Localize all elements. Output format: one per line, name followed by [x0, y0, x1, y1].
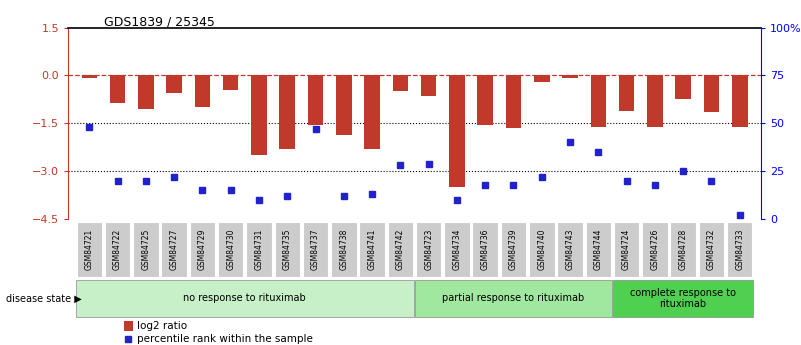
FancyBboxPatch shape: [76, 280, 414, 317]
Text: GSM84744: GSM84744: [594, 228, 603, 270]
FancyBboxPatch shape: [415, 280, 612, 317]
Text: GSM84733: GSM84733: [735, 228, 744, 270]
Text: GDS1839 / 25345: GDS1839 / 25345: [104, 16, 215, 29]
FancyBboxPatch shape: [727, 222, 752, 277]
Text: GSM84739: GSM84739: [509, 228, 518, 270]
Text: GSM84728: GSM84728: [678, 229, 688, 270]
Text: GSM84742: GSM84742: [396, 229, 405, 270]
Text: GSM84723: GSM84723: [425, 229, 433, 270]
FancyBboxPatch shape: [642, 222, 667, 277]
FancyBboxPatch shape: [133, 222, 159, 277]
Text: GSM84738: GSM84738: [340, 229, 348, 270]
FancyBboxPatch shape: [360, 222, 384, 277]
Bar: [421, 76, 437, 96]
Text: GSM84721: GSM84721: [85, 229, 94, 270]
Text: GSM84736: GSM84736: [481, 228, 489, 270]
Text: GSM84727: GSM84727: [170, 229, 179, 270]
Text: GSM84722: GSM84722: [113, 229, 122, 270]
FancyBboxPatch shape: [613, 280, 753, 317]
FancyBboxPatch shape: [303, 222, 328, 277]
Bar: [252, 76, 267, 155]
FancyBboxPatch shape: [698, 222, 724, 277]
Text: GSM84724: GSM84724: [622, 229, 631, 270]
FancyBboxPatch shape: [218, 222, 244, 277]
FancyBboxPatch shape: [190, 222, 215, 277]
FancyBboxPatch shape: [246, 222, 272, 277]
Bar: [308, 76, 324, 125]
FancyBboxPatch shape: [586, 222, 611, 277]
Bar: [223, 76, 239, 90]
FancyBboxPatch shape: [670, 222, 696, 277]
FancyBboxPatch shape: [388, 222, 413, 277]
Text: GSM84737: GSM84737: [311, 228, 320, 270]
FancyBboxPatch shape: [614, 222, 639, 277]
Text: GSM84735: GSM84735: [283, 228, 292, 270]
FancyBboxPatch shape: [529, 222, 554, 277]
Text: GSM84726: GSM84726: [650, 229, 659, 270]
Bar: [110, 76, 125, 102]
Text: GSM84732: GSM84732: [707, 229, 716, 270]
Text: GSM84743: GSM84743: [566, 228, 574, 270]
Bar: [364, 76, 380, 149]
Text: log2 ratio: log2 ratio: [138, 321, 187, 331]
FancyBboxPatch shape: [557, 222, 583, 277]
Bar: [534, 76, 549, 82]
Bar: [675, 76, 691, 99]
Bar: [619, 76, 634, 110]
Text: partial response to rituximab: partial response to rituximab: [442, 294, 585, 303]
FancyBboxPatch shape: [331, 222, 356, 277]
Bar: [647, 76, 662, 127]
FancyBboxPatch shape: [501, 222, 526, 277]
Bar: [336, 76, 352, 135]
Bar: [82, 76, 97, 78]
Bar: [562, 76, 578, 78]
FancyBboxPatch shape: [77, 222, 102, 277]
Bar: [280, 76, 295, 149]
Text: GSM84725: GSM84725: [141, 229, 151, 270]
Text: no response to rituximab: no response to rituximab: [183, 294, 306, 303]
FancyBboxPatch shape: [162, 222, 187, 277]
FancyBboxPatch shape: [445, 222, 469, 277]
Bar: [123, 321, 132, 331]
Text: GSM84734: GSM84734: [453, 228, 461, 270]
Text: complete response to
rituximab: complete response to rituximab: [630, 288, 736, 309]
Text: GSM84731: GSM84731: [255, 229, 264, 270]
Text: GSM84741: GSM84741: [368, 229, 376, 270]
Bar: [732, 76, 747, 127]
Bar: [477, 76, 493, 125]
Text: GSM84740: GSM84740: [537, 228, 546, 270]
Bar: [195, 76, 210, 107]
FancyBboxPatch shape: [105, 222, 131, 277]
Text: GSM84729: GSM84729: [198, 229, 207, 270]
Bar: [449, 76, 465, 187]
Bar: [167, 76, 182, 93]
Bar: [392, 76, 409, 91]
Text: disease state ▶: disease state ▶: [6, 294, 83, 303]
Bar: [138, 76, 154, 109]
Bar: [590, 76, 606, 127]
Text: GSM84730: GSM84730: [226, 228, 235, 270]
Text: percentile rank within the sample: percentile rank within the sample: [138, 334, 313, 344]
FancyBboxPatch shape: [416, 222, 441, 277]
FancyBboxPatch shape: [275, 222, 300, 277]
FancyBboxPatch shape: [473, 222, 498, 277]
Bar: [505, 76, 521, 128]
Bar: [704, 76, 719, 112]
